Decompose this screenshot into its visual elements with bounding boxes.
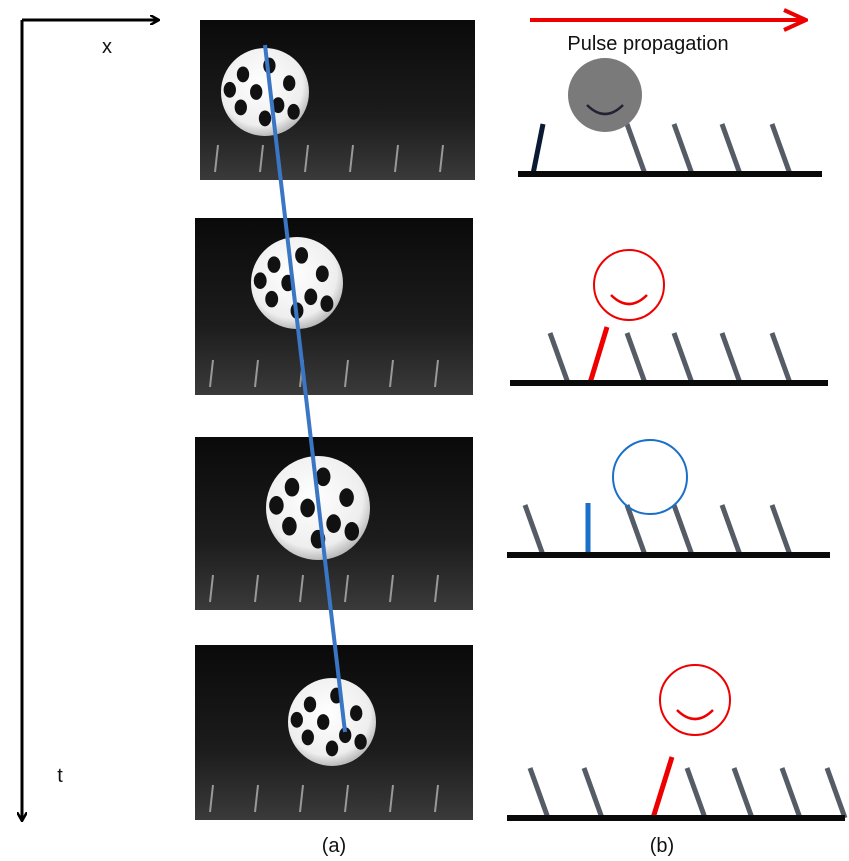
post <box>674 333 692 383</box>
post <box>584 768 602 818</box>
ball-spot <box>326 740 338 756</box>
ball-spot <box>326 514 341 533</box>
ball-spot <box>285 478 300 497</box>
ball-spot <box>269 496 284 515</box>
ball-spot <box>304 696 316 712</box>
ball-spot <box>317 714 329 730</box>
caption-a: (a) <box>322 835 346 857</box>
spin-arc <box>677 710 713 719</box>
ball-spot <box>224 82 236 98</box>
post <box>674 124 692 174</box>
ball-spot <box>320 295 333 312</box>
post <box>627 124 645 174</box>
ball-spot <box>345 522 360 541</box>
ball-spot <box>282 517 297 536</box>
pulse-label: Pulse propagation <box>567 33 728 55</box>
drawing <box>195 20 845 820</box>
x-label: x <box>102 36 112 58</box>
figure: x t Pulse propagation (a) (b) <box>0 0 849 861</box>
ball-spot <box>339 488 354 507</box>
ball-spot <box>259 110 271 126</box>
ball-spot <box>300 499 315 518</box>
post <box>530 768 548 818</box>
ball-schematic <box>594 250 664 320</box>
post-active <box>653 757 672 818</box>
post <box>772 505 790 555</box>
post <box>782 768 800 818</box>
post-active <box>533 124 543 174</box>
ball-spot <box>291 712 303 728</box>
ball-spot <box>268 256 281 273</box>
t-label: t <box>57 765 63 787</box>
post <box>687 768 705 818</box>
post <box>734 768 752 818</box>
ball-spot <box>287 104 299 120</box>
post <box>827 768 845 818</box>
ball-spot <box>304 289 317 306</box>
ball-spot <box>250 84 262 100</box>
post <box>550 333 568 383</box>
ball-spot <box>316 266 329 283</box>
ball-spot <box>254 272 267 289</box>
ball-spot <box>265 291 278 308</box>
ball-schematic <box>613 440 687 514</box>
ball-schematic <box>660 665 730 735</box>
post <box>772 333 790 383</box>
post <box>627 333 645 383</box>
ball-spot <box>235 99 247 115</box>
post <box>722 124 740 174</box>
post <box>722 333 740 383</box>
post <box>772 124 790 174</box>
post-active <box>590 327 607 383</box>
ball-schematic <box>568 58 642 132</box>
ball-spot <box>354 734 366 750</box>
post <box>525 505 543 555</box>
spin-arc <box>611 295 647 304</box>
ball-spot <box>316 467 331 486</box>
post <box>722 505 740 555</box>
ball-spot <box>302 729 314 745</box>
ball-spot <box>350 705 362 721</box>
caption-b: (b) <box>650 835 674 857</box>
ball-spot <box>283 75 295 91</box>
ball-spot <box>237 66 249 82</box>
post <box>674 505 692 555</box>
ball-spot <box>295 247 308 264</box>
